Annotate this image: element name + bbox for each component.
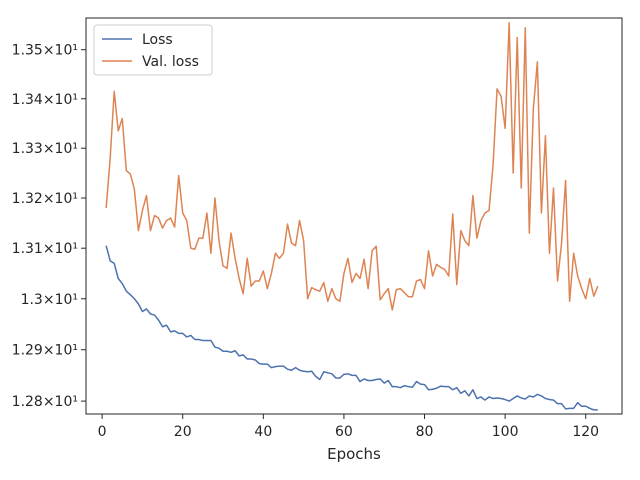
- y-tick-label: 1.35×10¹: [12, 43, 78, 59]
- x-tick-label: 0: [98, 424, 107, 440]
- x-axis-label: Epochs: [327, 445, 381, 463]
- x-tick-label: 120: [572, 424, 599, 440]
- x-tick-label: 40: [254, 424, 272, 440]
- legend: Loss Val. loss: [93, 24, 213, 76]
- x-tick-label: 80: [416, 424, 434, 440]
- y-tick-label: 1.32×10¹: [12, 191, 78, 207]
- x-tick-label: 60: [335, 424, 353, 440]
- legend-label-val-loss: Val. loss: [142, 54, 199, 70]
- y-tick-label: 1.33×10¹: [12, 141, 78, 157]
- x-ticks: 0 20 40 60 80 100 120: [98, 414, 599, 440]
- series-line-loss: [105, 245, 598, 411]
- plot-area: [86, 18, 622, 414]
- x-tick-label: 100: [492, 424, 519, 440]
- y-ticks: 1.28×10¹ 1.29×10¹ 1.3×10¹ 1.31×10¹ 1.32×10¹ 1…: [12, 43, 86, 410]
- legend-label-loss: Loss: [142, 32, 173, 48]
- series-line-val-loss: [105, 22, 599, 311]
- x-tick-label: 20: [174, 424, 192, 440]
- y-tick-label: 1.34×10¹: [12, 92, 78, 108]
- y-tick-label: 1.31×10¹: [12, 241, 78, 257]
- legend-box: [93, 24, 213, 76]
- y-tick-label: 1.29×10¹: [12, 343, 78, 359]
- series-layer: [105, 22, 599, 411]
- y-tick-label: 1.28×10¹: [12, 394, 78, 410]
- y-tick-label: 1.3×10¹: [21, 292, 78, 308]
- plot-frame: [85, 17, 623, 415]
